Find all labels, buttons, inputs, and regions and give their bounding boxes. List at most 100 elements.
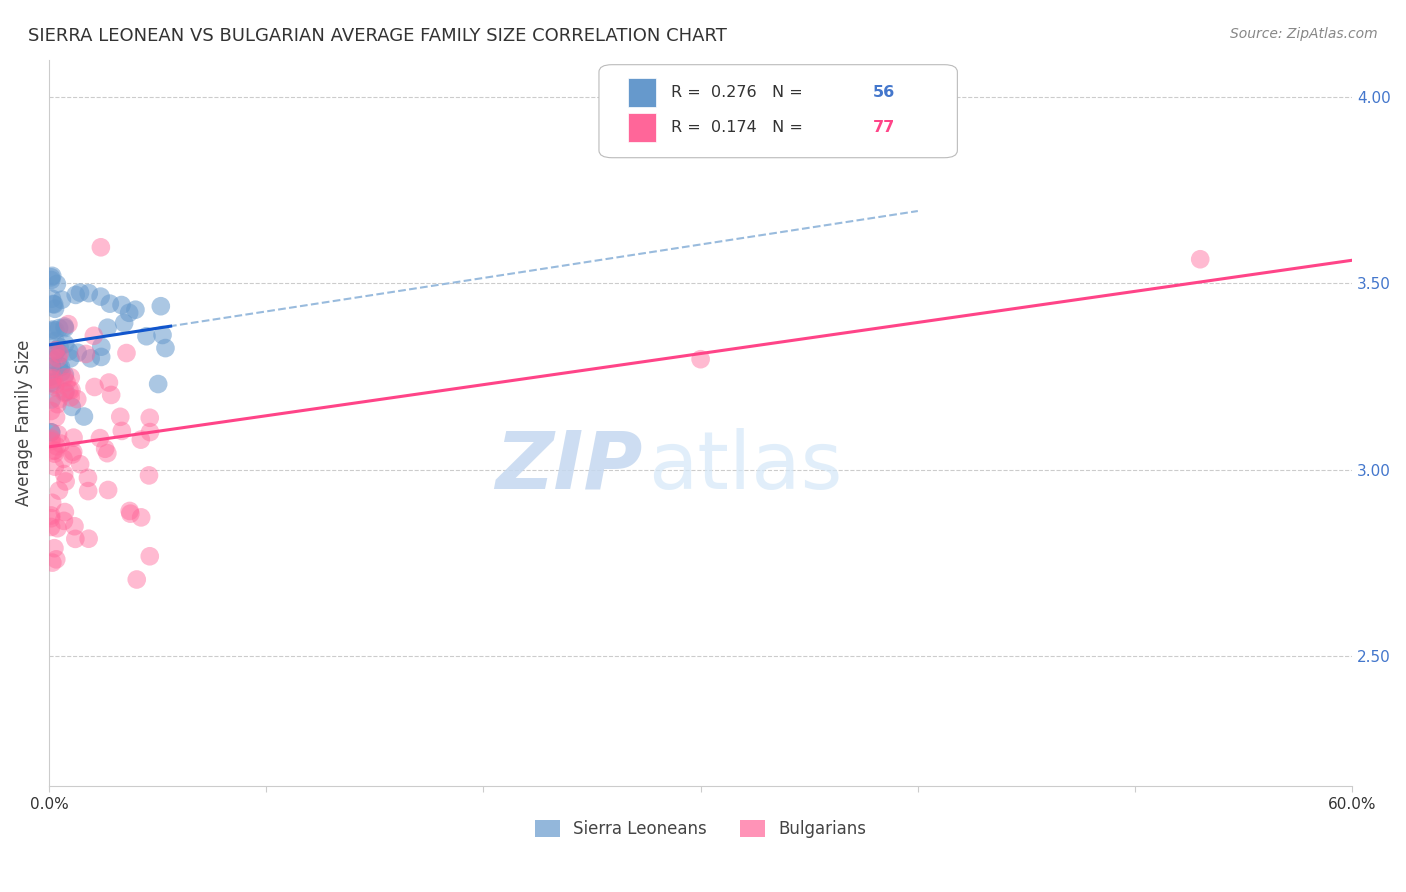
Point [44, 377, 66, 392]
Point [59, 390, 82, 404]
Point [44, 443, 66, 458]
Point [149, 299, 172, 313]
Point [96, 446, 118, 460]
Text: Source: ZipAtlas.com: Source: ZipAtlas.com [1230, 27, 1378, 41]
Point [53, 337, 76, 351]
Point [65, 288, 87, 302]
Point [62, 444, 84, 458]
Point [44, 301, 66, 316]
Point [41, 556, 63, 570]
Point [42, 371, 65, 385]
Point [44, 323, 66, 337]
Text: R =  0.174   N =: R = 0.174 N = [671, 120, 807, 135]
Point [139, 425, 162, 439]
Point [48, 321, 70, 335]
Point [97, 483, 120, 497]
Text: R =  0.276   N =: R = 0.276 N = [671, 85, 807, 100]
Point [94, 442, 117, 456]
Point [58, 383, 80, 397]
Point [39, 425, 62, 440]
Point [45, 277, 67, 291]
Text: SIERRA LEONEAN VS BULGARIAN AVERAGE FAMILY SIZE CORRELATION CHART: SIERRA LEONEAN VS BULGARIAN AVERAGE FAMI… [28, 27, 727, 45]
Point [60, 448, 83, 462]
Point [48, 340, 70, 354]
Point [46, 427, 69, 442]
Point [46, 397, 69, 411]
Point [48, 359, 70, 373]
Point [39, 324, 62, 338]
Point [49, 436, 72, 450]
Point [89, 431, 111, 445]
Point [41, 496, 63, 510]
Point [97, 376, 120, 390]
Point [55, 384, 77, 399]
Point [60, 383, 83, 397]
Point [110, 409, 132, 424]
Point [77, 286, 100, 301]
Point [139, 549, 162, 564]
Point [53, 319, 76, 334]
Point [55, 475, 77, 489]
Point [48, 347, 70, 361]
Point [53, 370, 76, 384]
Point [100, 388, 122, 402]
Point [44, 343, 66, 358]
Point [63, 519, 86, 533]
Point [112, 316, 135, 330]
Point [44, 380, 66, 394]
Text: 56: 56 [873, 85, 894, 100]
Point [53, 467, 76, 481]
Point [44, 541, 66, 556]
Point [66, 345, 89, 359]
Point [83, 380, 105, 394]
Text: atlas: atlas [648, 427, 842, 506]
Point [77, 532, 100, 546]
Point [110, 298, 132, 312]
Point [155, 341, 177, 355]
Point [39, 273, 62, 287]
Point [39, 508, 62, 523]
Point [39, 270, 62, 285]
Point [52, 451, 75, 466]
Point [41, 352, 63, 367]
Point [48, 483, 70, 498]
Point [75, 347, 97, 361]
Point [120, 507, 142, 521]
Point [77, 471, 100, 485]
Point [139, 410, 162, 425]
FancyBboxPatch shape [627, 112, 657, 142]
Legend: Sierra Leoneans, Bulgarians: Sierra Leoneans, Bulgarians [529, 813, 873, 845]
Point [90, 290, 112, 304]
Point [52, 514, 75, 528]
Point [111, 424, 134, 438]
Point [59, 351, 82, 366]
Point [55, 375, 77, 389]
Point [44, 297, 66, 311]
Point [53, 386, 76, 401]
Point [58, 317, 80, 331]
Point [69, 285, 91, 300]
Text: ZIP: ZIP [495, 427, 643, 506]
Point [45, 552, 67, 566]
Point [41, 392, 63, 407]
Y-axis label: Average Family Size: Average Family Size [15, 340, 32, 506]
Point [44, 346, 66, 360]
Point [58, 344, 80, 359]
Point [1189, 252, 1212, 267]
Point [39, 434, 62, 448]
Point [39, 511, 62, 525]
Point [53, 321, 76, 335]
Point [42, 297, 65, 311]
Point [41, 292, 63, 306]
Point [96, 320, 118, 334]
Point [73, 409, 96, 424]
Point [39, 404, 62, 418]
Point [146, 377, 169, 392]
Point [39, 425, 62, 440]
Point [41, 268, 63, 283]
Point [69, 457, 91, 471]
Point [42, 443, 65, 458]
Point [66, 392, 89, 406]
Point [41, 376, 63, 391]
Text: 77: 77 [873, 120, 894, 135]
